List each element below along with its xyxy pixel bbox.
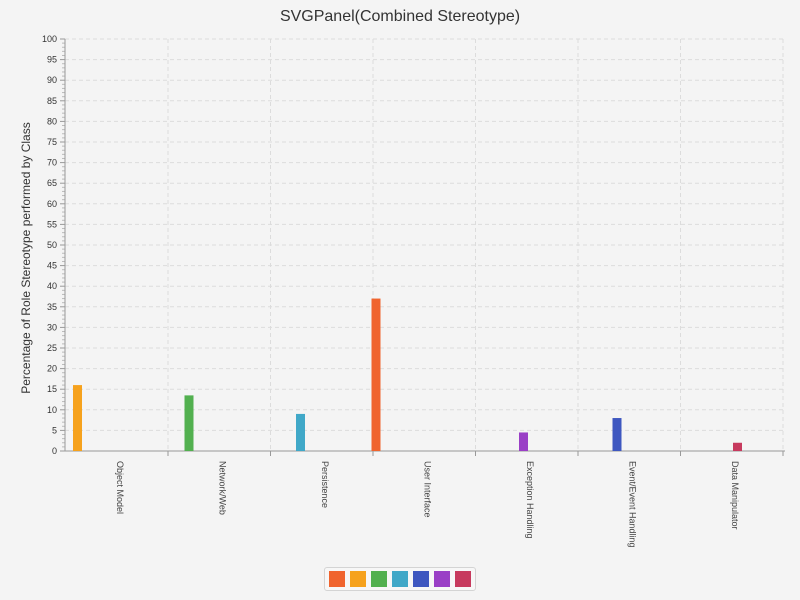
legend-swatch — [413, 571, 429, 587]
legend-swatch — [329, 571, 345, 587]
y-tick-label: 100 — [42, 34, 57, 44]
x-category-label: User Interface — [423, 461, 433, 518]
y-tick-label: 0 — [52, 446, 57, 456]
grid-lines — [65, 38, 785, 451]
bar — [519, 432, 528, 451]
legend-swatch — [371, 571, 387, 587]
bar — [184, 395, 194, 451]
x-category-label: Data Manipulator — [730, 461, 740, 530]
chart-title: SVGPanel(Combined Stereotype) — [279, 8, 521, 25]
y-tick-label: 40 — [47, 281, 57, 291]
legend-swatch — [434, 571, 450, 587]
y-tick-label: 10 — [47, 405, 57, 415]
x-category-label: Object Model — [115, 461, 125, 514]
y-tick-label: 85 — [47, 96, 57, 106]
y-tick-label: 20 — [47, 364, 57, 374]
legend — [324, 567, 476, 591]
y-tick-label: 35 — [47, 302, 57, 312]
bar — [371, 298, 381, 451]
y-tick-label: 60 — [47, 199, 57, 209]
axes — [60, 38, 785, 456]
legend-swatch — [455, 571, 471, 587]
bars — [73, 298, 742, 451]
y-tick-label: 90 — [47, 75, 57, 85]
x-category-label: Persistence — [320, 461, 330, 508]
y-tick-label: 45 — [47, 261, 57, 271]
y-tick-label: 70 — [47, 158, 57, 168]
bar — [733, 442, 742, 451]
y-tick-label: 65 — [47, 178, 57, 188]
y-tick-label: 30 — [47, 322, 57, 332]
y-tick-label: 80 — [47, 116, 57, 126]
x-category-label: Exception Handling — [525, 461, 535, 539]
y-tick-label: 50 — [47, 240, 57, 250]
y-tick-label: 5 — [52, 425, 57, 435]
y-tick-label: 25 — [47, 343, 57, 353]
y-tick-label: 75 — [47, 137, 57, 147]
bar — [296, 413, 305, 451]
legend-swatch — [350, 571, 366, 587]
bar — [73, 385, 82, 451]
x-category-label: Event/Event Handling — [628, 461, 638, 548]
y-tick-label: 95 — [47, 55, 57, 65]
y-tick-label: 55 — [47, 219, 57, 229]
x-category-label: Network/Web — [218, 461, 228, 515]
bar — [612, 418, 622, 451]
legend-swatch — [392, 571, 408, 587]
tick-labels: 0 5 10 15 20 25 30 35 40 45 50 55 60 65 70 75 80 85 90 95 10… — [42, 34, 740, 548]
y-tick-label: 15 — [47, 384, 57, 394]
